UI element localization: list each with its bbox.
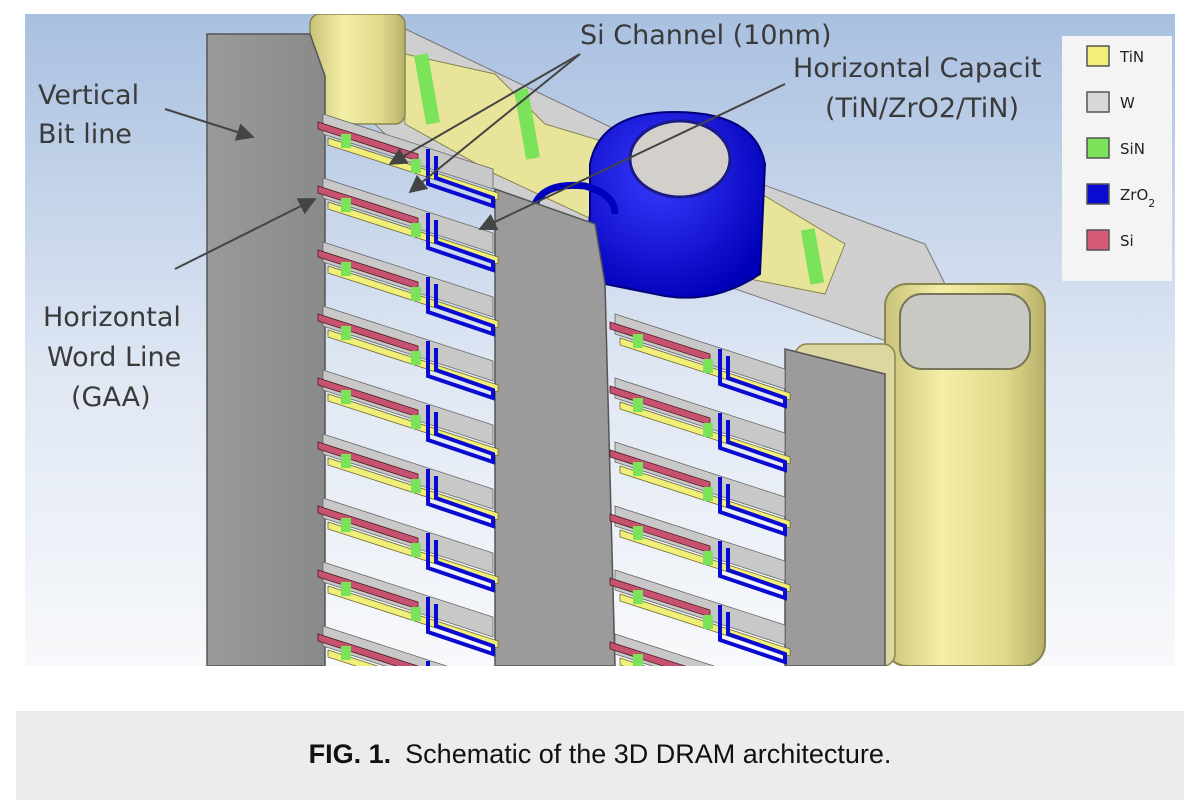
si-channel: [609, 641, 687, 666]
sin-ring-top-2: [514, 88, 540, 160]
sin-spacer: [633, 526, 643, 540]
bit-line-label-2: Bit line: [38, 119, 132, 150]
zro2-liner: [426, 213, 495, 273]
sin-spacer: [703, 615, 713, 629]
sin-spacer: [341, 326, 351, 340]
sin-spacer: [703, 423, 713, 437]
sin-spacer: [411, 415, 421, 429]
middle-slab: [494, 187, 616, 666]
zro2-liner: [718, 605, 787, 665]
sin-ring-top-1: [414, 53, 440, 125]
caption-bar: FIG. 1. Schematic of the 3D DRAM architec…: [16, 711, 1184, 800]
sin-spacer: [703, 487, 713, 501]
capacitor-arrow: [478, 83, 786, 231]
sin-spacer: [633, 654, 643, 666]
sin-spacer: [341, 646, 351, 660]
word-line-label-3: (GAA): [71, 382, 151, 413]
legend-label-w: W: [1120, 94, 1135, 112]
bit-line-arrow: [164, 108, 255, 141]
dram-schematic: Vertical Bit line Horizontal Word Line (…: [25, 14, 1175, 666]
legend-swatch-zro: [1086, 183, 1110, 205]
caption-label: FIG. 1.: [308, 739, 392, 769]
si-channel: [317, 633, 419, 666]
layer-stack-right: [609, 313, 791, 666]
sin-spacer: [341, 454, 351, 468]
sin-spacer: [703, 551, 713, 565]
channel-arrow-2: [408, 53, 581, 194]
sin-spacer: [411, 479, 421, 493]
word-line-arrow: [174, 198, 317, 270]
sin-spacer: [341, 518, 351, 532]
zro2-liner: [426, 533, 495, 593]
sin-spacer: [341, 198, 351, 212]
sin-spacer: [411, 543, 421, 557]
legend-swatch-tin: [1086, 45, 1110, 67]
sin-spacer: [341, 582, 351, 596]
legend-label-tin: TiN: [1119, 48, 1144, 66]
channel-arrow-1: [388, 53, 581, 165]
front-pillar-top: [899, 293, 1031, 370]
legend-swatch-w: [1086, 91, 1110, 113]
legend-panel: [1062, 36, 1172, 281]
figure-caption: FIG. 1. Schematic of the 3D DRAM architec…: [16, 739, 1184, 770]
sin-spacer: [633, 334, 643, 348]
sin-ring-top-3: [800, 228, 825, 285]
capacitor-rim: [531, 181, 619, 215]
sin-spacer: [703, 359, 713, 373]
sin-spacer: [633, 590, 643, 604]
legend-label-sin: SiN: [1120, 140, 1145, 158]
word-line-label-1: Horizontal: [43, 302, 181, 333]
zro2-liner: [426, 469, 495, 529]
zro2-liner: [426, 405, 495, 465]
sin-spacer: [411, 607, 421, 621]
sin-spacer: [633, 398, 643, 412]
sin-spacer: [341, 134, 351, 148]
zro2-liner: [718, 541, 787, 601]
tin-strip: [619, 657, 647, 666]
zro2-liner: [718, 349, 787, 409]
legend-label-si: Si: [1120, 232, 1134, 250]
capacitor-label-1: Horizontal Capacit: [793, 53, 1041, 84]
zro2-liner: [426, 277, 495, 337]
zro2-liner: [426, 597, 495, 657]
legend-swatch-si: [1086, 229, 1110, 251]
caption-text: Schematic of the 3D DRAM architecture.: [405, 739, 892, 769]
bit-line-label-1: Vertical: [38, 80, 139, 111]
legend: TiN W SiN ZrO2 Si: [1086, 45, 1155, 251]
zro2-liner: [718, 413, 787, 473]
capacitor-label-2: (TiN/ZrO2/TiN): [825, 93, 1019, 124]
word-line-label-2: Word Line: [47, 342, 181, 373]
legend-swatch-sin: [1086, 137, 1110, 159]
sin-spacer: [411, 287, 421, 301]
zro2-liner: [718, 477, 787, 537]
zro2-liner: [426, 341, 495, 401]
sin-spacer: [341, 390, 351, 404]
capacitor-core: [628, 119, 732, 199]
sin-spacer: [341, 262, 351, 276]
legend-label-zro: ZrO2: [1120, 186, 1155, 210]
sin-spacer: [411, 159, 421, 173]
tin-strip: [327, 649, 379, 666]
sin-spacer: [633, 462, 643, 476]
sin-spacer: [411, 351, 421, 365]
sin-spacer: [411, 223, 421, 237]
channel-label: Si Channel (10nm): [580, 20, 832, 51]
right-slab: [784, 348, 886, 666]
